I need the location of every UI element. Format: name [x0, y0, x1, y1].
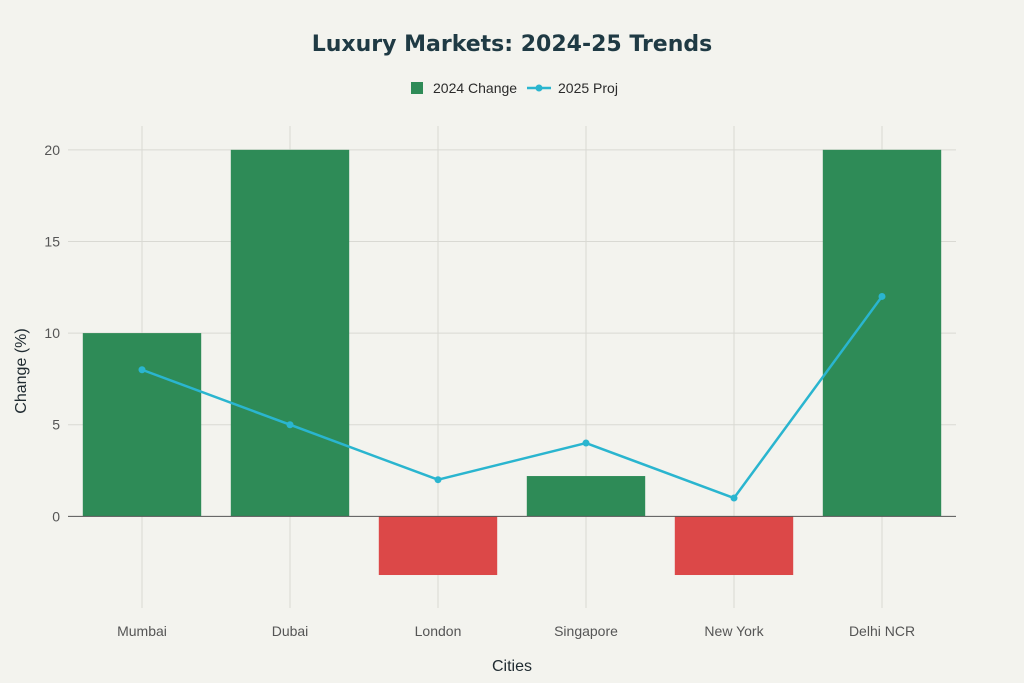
bar	[378, 516, 498, 576]
x-axis-title: Cities	[492, 658, 532, 675]
tick-labels: 0 5 10 15 20 Mumbai Dubai London Singapore New Yo…	[44, 142, 915, 639]
x-tick-label: Mumbai	[117, 623, 167, 639]
chart-title: Luxury Markets: 2024-25 Trends	[312, 32, 713, 57]
x-tick-label: Delhi NCR	[849, 623, 915, 639]
line-point	[582, 439, 590, 447]
bar	[82, 333, 202, 517]
line-point	[434, 476, 442, 484]
line-point	[286, 421, 294, 429]
x-tick-label: Singapore	[554, 623, 618, 639]
legend-label-line: 2025 Proj	[558, 80, 618, 96]
line-point	[878, 292, 886, 300]
y-tick-label: 0	[52, 508, 60, 524]
series-line	[141, 295, 884, 500]
bars	[82, 149, 942, 576]
y-tick-label: 10	[44, 325, 60, 341]
legend-swatch-bars	[411, 82, 423, 94]
bar	[674, 516, 794, 576]
y-tick-label: 15	[44, 233, 60, 249]
bar	[822, 149, 942, 517]
projection-line	[138, 292, 886, 502]
legend-swatch-line-marker	[535, 84, 543, 92]
line-point	[730, 494, 738, 502]
x-tick-label: New York	[704, 623, 764, 639]
x-tick-label: London	[415, 623, 462, 639]
y-tick-label: 5	[52, 417, 60, 433]
legend-label-bars: 2024 Change	[433, 80, 517, 96]
line-point	[138, 366, 146, 374]
y-axis-title: Change (%)	[13, 328, 30, 413]
x-tick-label: Dubai	[272, 623, 309, 639]
y-tick-label: 20	[44, 142, 60, 158]
legend: 2024 Change 2025 Proj	[411, 80, 618, 96]
bar	[230, 149, 350, 517]
bar	[526, 476, 646, 517]
